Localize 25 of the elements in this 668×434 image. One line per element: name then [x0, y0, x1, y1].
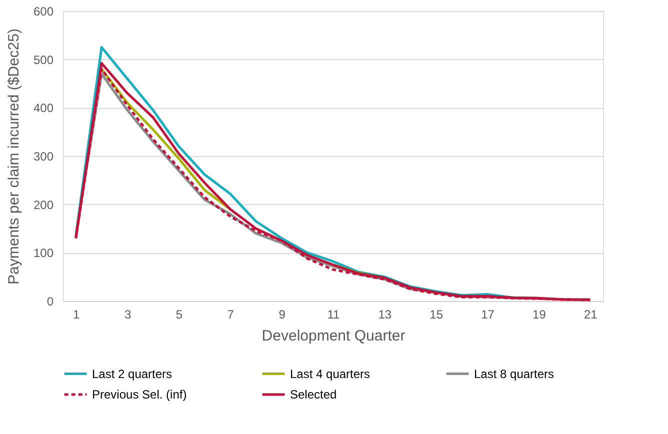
legend-label: Selected	[290, 388, 337, 402]
x-tick-label: 13	[378, 308, 392, 322]
y-tick-label: 0	[46, 294, 54, 308]
legend-label: Last 4 quarters	[290, 366, 370, 381]
x-tick-label: 17	[481, 308, 495, 322]
x-tick-label: 9	[278, 308, 286, 322]
x-tick-label: 1	[73, 308, 80, 322]
x-tick-label: 19	[532, 308, 546, 322]
legend-label: Last 2 quarters	[92, 366, 172, 381]
legend-label: Last 8 quarters	[474, 366, 554, 381]
y-tick-label: 400	[33, 101, 54, 116]
y-axis-title: Payments per claim incurred ($Dec25)	[5, 28, 22, 284]
x-tick-label: 11	[327, 308, 340, 322]
y-tick-label: 200	[33, 198, 54, 212]
legend-label: Previous Sel. (inf)	[92, 388, 187, 402]
x-tick-label: 21	[584, 308, 598, 322]
y-tick-label: 500	[33, 52, 54, 67]
y-tick-label: 600	[33, 4, 54, 18]
x-axis-title: Development Quarter	[262, 328, 406, 344]
x-tick-label: 15	[430, 308, 444, 322]
x-tick-label: 3	[124, 308, 132, 322]
y-tick-label: 100	[33, 246, 54, 260]
x-tick-label: 7	[227, 308, 234, 322]
x-tick-label: 5	[176, 308, 183, 322]
y-tick-label: 300	[33, 150, 54, 164]
